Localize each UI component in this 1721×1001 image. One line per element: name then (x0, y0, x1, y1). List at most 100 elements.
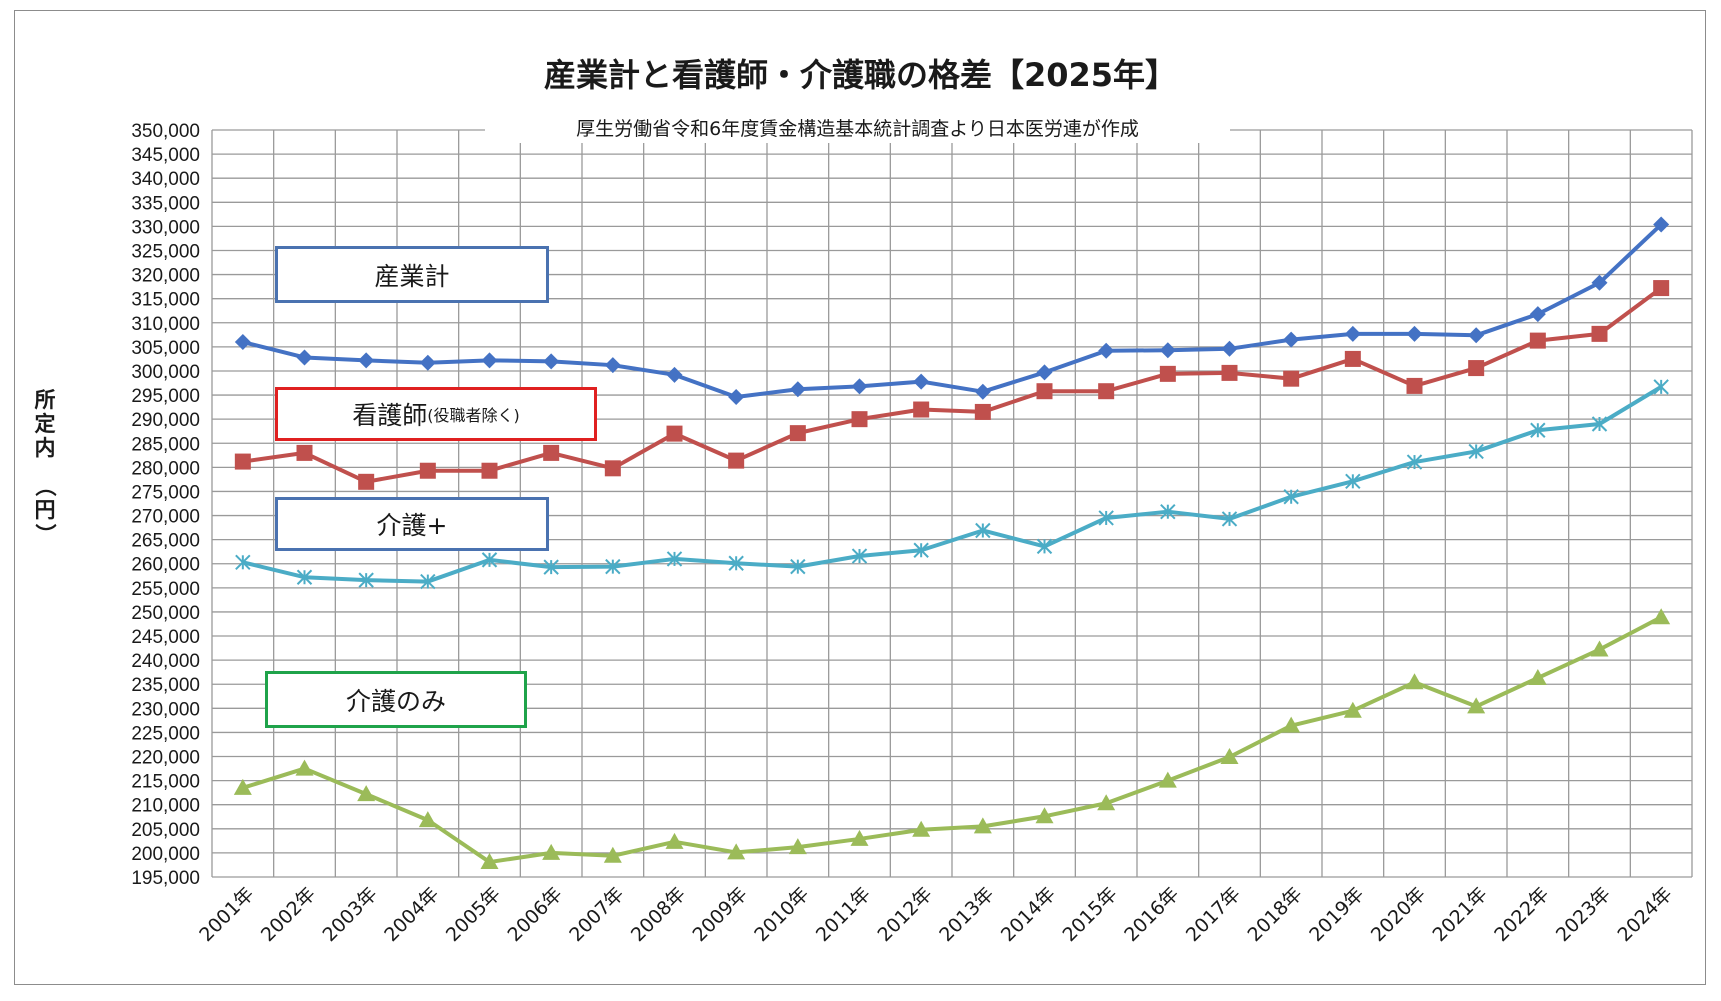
y-axis-label-char: 定 (34, 412, 56, 436)
data-point-square (789, 425, 806, 442)
data-point-triangle (727, 843, 746, 860)
y-tick-label: 335,000 (131, 193, 200, 214)
data-point-triangle (1405, 673, 1424, 690)
y-tick-label: 260,000 (131, 555, 200, 576)
data-point-triangle (1343, 701, 1362, 718)
series-line (242, 615, 1663, 865)
data-point-triangle (973, 817, 992, 834)
y-tick-label: 230,000 (131, 699, 200, 720)
data-point-diamond (851, 378, 868, 395)
x-tick-label: 2009年 (689, 883, 752, 946)
x-tick-label: 2001年 (195, 883, 258, 946)
data-point-square (913, 401, 930, 418)
data-point-diamond (1529, 306, 1546, 323)
y-tick-label: 225,000 (131, 723, 200, 744)
data-point-diamond (1098, 342, 1115, 359)
data-point-square (1283, 370, 1300, 387)
legend-note: (役職者除く) (427, 406, 520, 425)
y-tick-label: 240,000 (131, 651, 200, 672)
data-point-triangle (418, 811, 437, 828)
chart-title: 産業計と看護師・介護職の格差【2025年】 (543, 56, 1178, 94)
y-axis-unit-yen: 円 (34, 498, 56, 522)
y-tick-label: 285,000 (131, 434, 200, 455)
data-point-triangle (1282, 716, 1301, 733)
y-tick-label: 215,000 (131, 772, 200, 793)
data-point-square (1653, 280, 1670, 297)
x-tick-label: 2011年 (812, 883, 875, 946)
y-tick-label: 275,000 (131, 482, 200, 503)
y-tick-label: 200,000 (131, 844, 200, 865)
data-point-diamond (728, 388, 745, 405)
y-tick-label: 265,000 (131, 531, 200, 552)
legend-label: 介護のみ (345, 686, 446, 716)
legend-box-kaigo-only: 介護のみ (265, 671, 527, 728)
data-point-square (1221, 364, 1238, 381)
y-axis-label-char: 内 (34, 436, 56, 460)
data-point-diamond (1653, 216, 1670, 233)
data-point-square (1529, 332, 1546, 349)
data-point-diamond (358, 352, 375, 369)
x-tick-label: 2005年 (442, 883, 505, 946)
legend-box-kaigo-plus: 介護+ (275, 497, 549, 551)
legend-box-sangyokei: 産業計 (275, 246, 549, 303)
y-tick-label: 270,000 (131, 507, 200, 528)
data-point-diamond (234, 334, 251, 351)
y-tick-label: 205,000 (131, 820, 200, 841)
data-point-square (1036, 383, 1053, 400)
x-tick-label: 2019年 (1305, 883, 1368, 946)
legend-label: 介護+ (376, 511, 448, 540)
x-tick-label: 2021年 (1429, 883, 1492, 946)
data-point-triangle (1035, 807, 1054, 824)
x-tick-label: 2018年 (1244, 883, 1307, 946)
y-tick-label: 195,000 (131, 868, 200, 889)
legend-label: 産業計 (374, 261, 450, 291)
data-point-triangle (1220, 747, 1239, 764)
data-point-triangle (233, 778, 252, 795)
data-point-triangle (542, 843, 561, 860)
y-tick-label: 290,000 (131, 410, 200, 431)
data-point-square (1159, 365, 1176, 382)
x-tick-label: 2007年 (565, 883, 628, 946)
series-line (242, 223, 1663, 399)
data-point-diamond (604, 357, 621, 374)
data-point-triangle (1158, 771, 1177, 788)
x-tick-label: 2022年 (1490, 883, 1553, 946)
x-tick-label: 2024年 (1614, 883, 1677, 946)
data-point-square (666, 425, 683, 442)
data-point-triangle (1467, 697, 1486, 714)
y-tick-label: 235,000 (131, 675, 200, 696)
data-point-triangle (1528, 668, 1547, 685)
x-tick-label: 2013年 (935, 883, 998, 946)
x-tick-label: 2012年 (874, 883, 937, 946)
data-point-triangle (665, 832, 684, 849)
data-point-diamond (1283, 331, 1300, 348)
x-tick-label: 2017年 (1182, 883, 1245, 946)
y-tick-label: 330,000 (131, 217, 200, 238)
y-tick-label: 210,000 (131, 796, 200, 817)
data-point-diamond (1221, 340, 1238, 357)
y-tick-label: 305,000 (131, 338, 200, 359)
data-point-square (296, 444, 313, 461)
x-tick-label: 2014年 (997, 883, 1060, 946)
y-tick-label: 325,000 (131, 241, 200, 262)
y-tick-label: 350,000 (131, 121, 200, 142)
data-point-triangle (357, 785, 376, 802)
y-tick-label: 315,000 (131, 290, 200, 311)
data-point-square (974, 403, 991, 420)
y-axis-label-char: 所 (34, 388, 56, 412)
data-point-diamond (419, 354, 436, 371)
series-line (242, 385, 1663, 584)
data-point-diamond (1468, 327, 1485, 344)
data-point-diamond (1036, 364, 1053, 381)
y-tick-label: 345,000 (131, 145, 200, 166)
y-tick-label: 295,000 (131, 386, 200, 407)
data-point-square (1591, 325, 1608, 342)
data-point-square (728, 452, 745, 469)
data-point-triangle (912, 820, 931, 837)
data-point-diamond (974, 383, 991, 400)
x-tick-label: 2004年 (380, 883, 443, 946)
y-tick-label: 310,000 (131, 314, 200, 335)
data-point-square (481, 462, 498, 479)
legend-box-kangoshi: 看護師 (役職者除く) (275, 387, 597, 441)
